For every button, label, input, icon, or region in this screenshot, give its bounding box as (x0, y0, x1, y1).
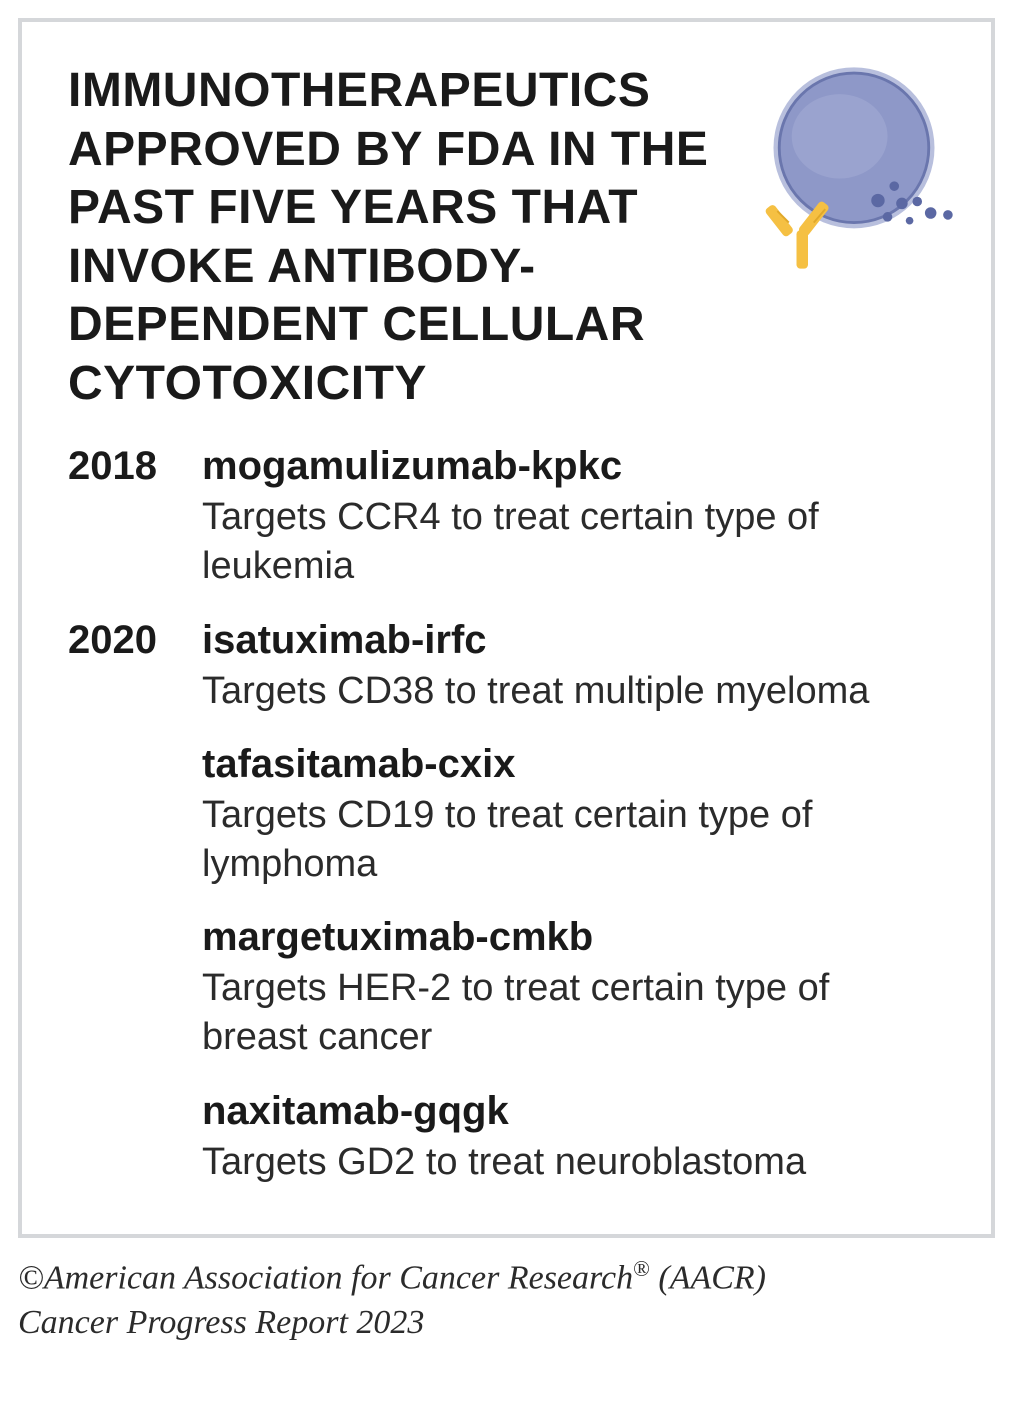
card-title: IMMUNOTHERAPEUTICS APPROVED BY FDA IN TH… (68, 62, 719, 413)
entry-drug-desc: Targets HER-2 to treat certain type of b… (202, 964, 945, 1061)
entry-row: naxitamab-gqgk Targets GD2 to treat neur… (68, 1088, 945, 1187)
footer-line-2: Cancer Progress Report 2023 (18, 1301, 995, 1346)
info-card: IMMUNOTHERAPEUTICS APPROVED BY FDA IN TH… (18, 18, 995, 1238)
entry-body: margetuximab-cmkb Targets HER-2 to treat… (202, 914, 945, 1061)
header-row: IMMUNOTHERAPEUTICS APPROVED BY FDA IN TH… (68, 62, 945, 413)
footer-copyright: ©American Association for Cancer Researc… (18, 1260, 633, 1297)
footer-acronym: (AACR) (650, 1260, 766, 1297)
entry-row: margetuximab-cmkb Targets HER-2 to treat… (68, 914, 945, 1061)
footer-line-1: ©American Association for Cancer Researc… (18, 1254, 995, 1301)
entry-drug-desc: Targets CD38 to treat multiple myeloma (202, 667, 945, 716)
entry-row: 2018 mogamulizumab-kpkc Targets CCR4 to … (68, 443, 945, 590)
entry-drug-name: mogamulizumab-kpkc (202, 443, 945, 489)
entry-drug-name: naxitamab-gqgk (202, 1088, 945, 1134)
entry-drug-name: tafasitamab-cxix (202, 741, 945, 787)
entry-year: 2020 (68, 617, 202, 663)
registered-mark: ® (633, 1256, 650, 1281)
entry-drug-name: margetuximab-cmkb (202, 914, 945, 960)
entry-drug-desc: Targets CCR4 to treat certain type of le… (202, 493, 945, 590)
entry-drug-desc: Targets CD19 to treat certain type of ly… (202, 791, 945, 888)
entry-body: naxitamab-gqgk Targets GD2 to treat neur… (202, 1088, 945, 1187)
entry-body: tafasitamab-cxix Targets CD19 to treat c… (202, 741, 945, 888)
entry-year: 2018 (68, 443, 202, 489)
cell-antibody-icon (739, 52, 969, 282)
entry-row: tafasitamab-cxix Targets CD19 to treat c… (68, 741, 945, 888)
entry-body: isatuximab-irfc Targets CD38 to treat mu… (202, 617, 945, 716)
attribution-footer: ©American Association for Cancer Researc… (0, 1238, 1013, 1374)
entry-row: 2020 isatuximab-irfc Targets CD38 to tre… (68, 617, 945, 716)
entry-drug-desc: Targets GD2 to treat neuroblastoma (202, 1138, 945, 1187)
entry-drug-name: isatuximab-irfc (202, 617, 945, 663)
entry-body: mogamulizumab-kpkc Targets CCR4 to treat… (202, 443, 945, 590)
entries-list: 2018 mogamulizumab-kpkc Targets CCR4 to … (68, 443, 945, 1186)
